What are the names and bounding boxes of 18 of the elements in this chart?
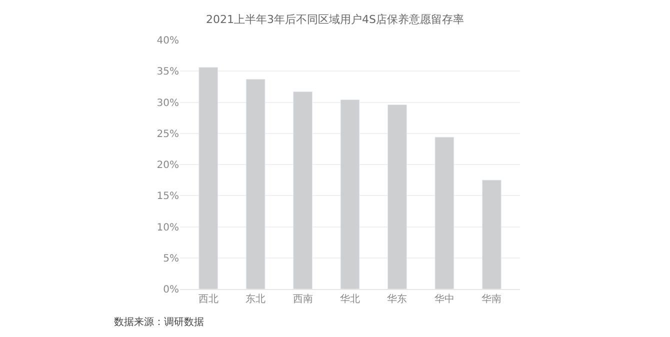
chart-title: 2021上半年3年后不同区域用户4S店保养意愿留存率 bbox=[206, 12, 464, 26]
x-tick-label: 华南 bbox=[482, 293, 502, 305]
x-tick-label: 华东 bbox=[387, 293, 408, 305]
x-tick-label: 东北 bbox=[246, 293, 266, 305]
y-tick-label: 5% bbox=[163, 253, 179, 264]
y-tick-label: 35% bbox=[156, 66, 179, 78]
y-tick-label: 10% bbox=[156, 222, 179, 234]
x-tick-label: 华北 bbox=[340, 293, 360, 305]
y-tick-label: 0% bbox=[163, 284, 179, 296]
y-tick-label: 25% bbox=[156, 128, 179, 140]
source-note: 数据来源：调研数据 bbox=[114, 316, 204, 328]
x-tick-label: 西南 bbox=[292, 293, 313, 305]
x-tick-label: 华中 bbox=[434, 293, 454, 305]
y-tick-label: 15% bbox=[156, 191, 179, 202]
x-tick-label: 西北 bbox=[198, 293, 218, 305]
y-tick-label: 30% bbox=[156, 98, 179, 109]
y-tick-label: 20% bbox=[156, 160, 179, 171]
y-tick-label: 40% bbox=[156, 36, 179, 46]
